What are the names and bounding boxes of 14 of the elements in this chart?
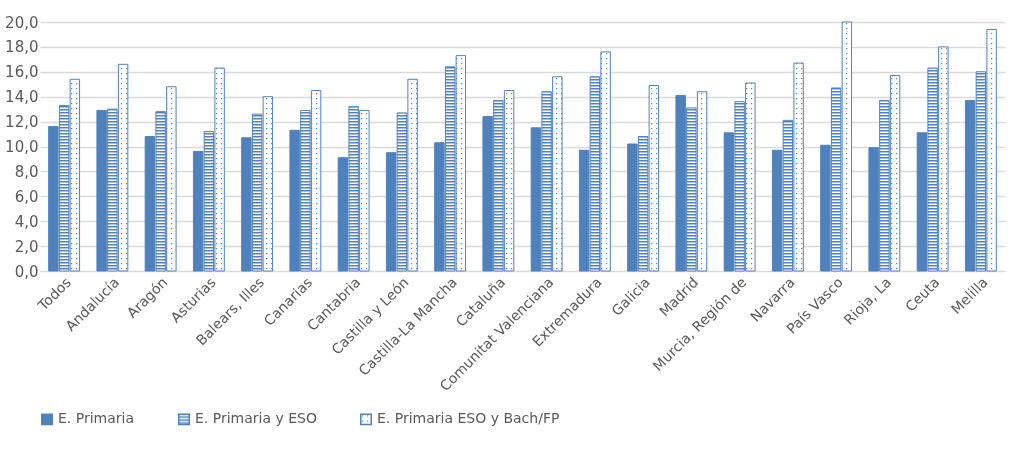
legend-label: E. Primaria [58, 410, 135, 427]
y-tick-label: 2,0 [14, 237, 39, 256]
y-tick-label: 8,0 [14, 162, 39, 181]
y-tick-label: 6,0 [14, 187, 39, 206]
y-tick-label: 14,0 [5, 88, 39, 107]
y-tick-label: 18,0 [5, 38, 39, 57]
y-tick-label: 12,0 [5, 113, 39, 132]
y-tick-label: 4,0 [14, 212, 39, 231]
legend-label: E. Primaria ESO y Bach/FP [377, 410, 560, 427]
y-tick-label: 16,0 [5, 63, 39, 82]
y-tick-label: 10,0 [5, 138, 39, 156]
y-tick-label: 0,0 [14, 262, 39, 281]
legend-label: E. Primaria y ESO [195, 410, 317, 427]
y-tick-label: 20,0 [5, 13, 39, 32]
